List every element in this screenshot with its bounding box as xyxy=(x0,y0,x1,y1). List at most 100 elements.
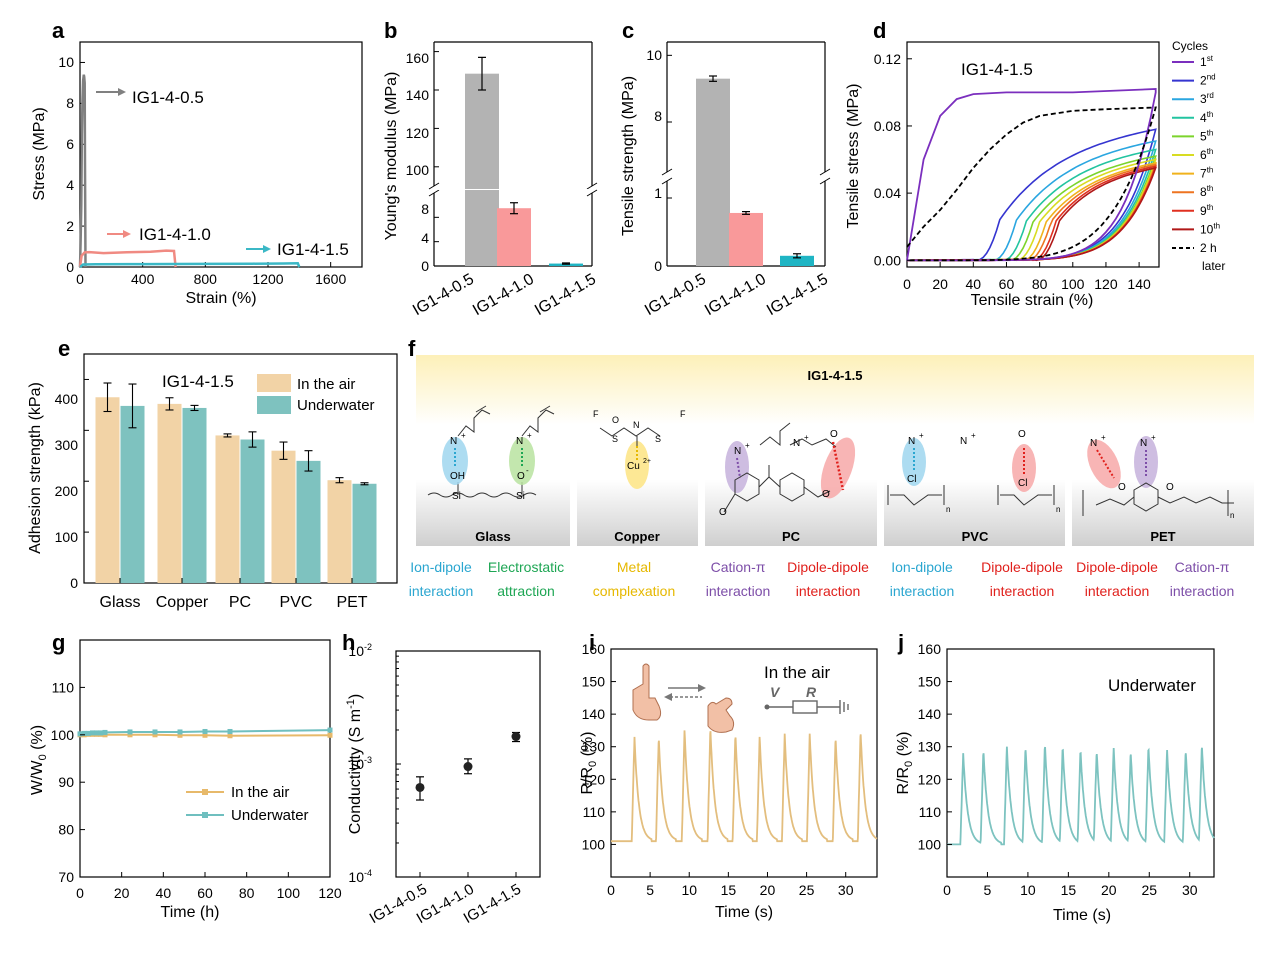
panel-f-caption-line2: interaction xyxy=(1170,583,1235,599)
panel-f-caption-line1: Cation-π xyxy=(711,559,766,575)
panel-j-x-tick: 0 xyxy=(943,882,951,898)
panel-e-bar-PVC-0 xyxy=(271,450,296,583)
substrate-pet xyxy=(1072,480,1254,546)
panel-g-y-tick: 70 xyxy=(58,869,74,885)
panel-g-marker xyxy=(77,731,83,737)
panel-b-break-gap xyxy=(435,189,591,190)
pc-o-atom: O xyxy=(830,429,838,440)
panel-h-y-label-main: Conductivity (S m xyxy=(347,709,364,834)
panel-e-bar-PC-1 xyxy=(240,439,265,583)
panel-a-arrowhead-1.5 xyxy=(263,245,271,253)
panel-c-x-tick: IG1-4-1.0 xyxy=(702,271,769,320)
panel-i-y-tick: 150 xyxy=(582,674,606,690)
panel-a-y-tick: 10 xyxy=(58,54,74,70)
pc-n-charge-2: + xyxy=(804,433,809,442)
panel-j-y-tick: 120 xyxy=(918,771,942,787)
finger-bending-illustration xyxy=(632,663,735,733)
panel-b-break-mark xyxy=(428,189,440,197)
panel-a-label-1.0: IG1-4-1.0 xyxy=(139,225,211,244)
panel-i-x-tick: 10 xyxy=(681,882,697,898)
pc-dipole-ellipse xyxy=(820,437,856,499)
panel-d-cyclic-loading-chart: IG1-4-1.5 Tensile strain (%) Tensile str… xyxy=(845,39,1225,309)
panel-i-x-tick: 30 xyxy=(838,882,854,898)
pvc-n-atom-2: N xyxy=(960,436,967,447)
panel-g-x-tick: 120 xyxy=(318,885,342,901)
panel-d-y-tick: 0.00 xyxy=(874,252,901,268)
panel-i-y-label-unit: (%) xyxy=(579,731,596,760)
panel-j-x-label: Time (s) xyxy=(1053,907,1111,924)
panel-h-y-label: Conductivity (S m-1) xyxy=(345,694,364,834)
panel-i-y-tick: 110 xyxy=(583,804,606,820)
panel-g-marker xyxy=(177,732,183,738)
pvc-n-charge-2: + xyxy=(971,431,976,440)
pc-n-charge: + xyxy=(745,441,750,450)
panel-label-a: a xyxy=(52,18,65,43)
panel-g-marker xyxy=(327,732,333,738)
panel-g-y-label-sub: 0 xyxy=(37,754,49,760)
panel-d-title: IG1-4-1.5 xyxy=(961,60,1033,79)
panel-d-x-tick: 60 xyxy=(999,276,1015,292)
panel-j-x-tick: 30 xyxy=(1182,882,1198,898)
panel-j-title: Underwater xyxy=(1108,676,1196,695)
glass-si-atom-2: Si xyxy=(516,491,525,502)
panel-g-legend-marker-water xyxy=(202,812,208,818)
copper-molecule xyxy=(599,427,661,446)
panel-f-schematic: IG1-4-1.5 Glass Copper PC PVC PET N + OH… xyxy=(409,355,1254,599)
panel-c-break-mark xyxy=(819,177,831,185)
panel-i-y-tick: 140 xyxy=(582,706,606,722)
pc-cation-pi-bond xyxy=(736,457,741,479)
panel-d-legend-label: 8th xyxy=(1200,184,1213,199)
panel-e-bar-Glass-0 xyxy=(95,397,120,583)
panel-h-y-tick-exp: -3 xyxy=(364,755,372,765)
copper-s-atom: S xyxy=(612,434,618,444)
panel-d-legend-label: 9th xyxy=(1200,203,1213,218)
panel-c-x-tick: IG1-4-0.5 xyxy=(642,271,709,320)
pet-n-charge: + xyxy=(1101,433,1106,442)
panel-a-series-0 xyxy=(78,74,87,268)
panel-a-arrowhead-0.5 xyxy=(118,88,126,96)
panel-b-x-tick: IG1-4-0.5 xyxy=(410,271,477,320)
panel-a-series-1 xyxy=(78,249,177,268)
panel-h-conductivity-chart: Conductivity (S m-1) 10-4 10-3 10-2 IG1-… xyxy=(345,642,541,927)
panel-b-break-mark xyxy=(586,182,598,190)
panel-e-bar-PET-1 xyxy=(352,483,377,583)
panel-h-y-tick-exp: -2 xyxy=(364,642,372,652)
panel-f-caption-line1: Ion-dipole xyxy=(410,559,472,575)
panel-g-legend-marker-air xyxy=(202,789,208,795)
finger-bent-icon xyxy=(707,697,735,733)
panel-a-x-tick: 1600 xyxy=(315,271,346,287)
panel-a-y-tick: 0 xyxy=(66,259,74,275)
panel-g-y-tick: 100 xyxy=(51,727,75,743)
panel-h-point-IG1-4-1.5 xyxy=(511,732,521,742)
panel-f-caption-line1: Metal xyxy=(617,559,651,575)
substrate-label-pvc: PVC xyxy=(962,529,989,544)
substrate-pvc xyxy=(884,480,1065,546)
pvc-n-atom: N xyxy=(908,436,915,447)
pvc-repeat-n: n xyxy=(946,505,950,514)
panel-h-y-label-sup: -1 xyxy=(345,699,357,709)
panel-d-legend-label: 1st xyxy=(1200,54,1214,69)
pvc-cl-atom-2: Cl xyxy=(1018,478,1027,489)
panel-g-x-tick: 40 xyxy=(156,885,172,901)
panel-a-y-tick: 8 xyxy=(66,95,74,111)
release-arrow-head xyxy=(664,693,672,701)
panel-f-title: IG1-4-1.5 xyxy=(808,368,863,383)
circuit-voltage-label: V xyxy=(770,684,781,700)
panel-j-y-label: R/R0 (%) xyxy=(895,731,915,794)
panel-d-cycle-1 xyxy=(906,88,1157,262)
panel-h-y-tick-base: 10 xyxy=(348,869,364,885)
panel-e-x-tick: PET xyxy=(336,594,367,611)
panel-g-legend-water: Underwater xyxy=(231,807,309,824)
panel-f-caption-line2: interaction xyxy=(706,583,771,599)
substrate-copper xyxy=(577,480,698,546)
panel-label-b: b xyxy=(384,18,397,43)
panel-e-bar-Copper-0 xyxy=(157,403,182,583)
panel-j-x-tick: 15 xyxy=(1061,882,1077,898)
circuit-diagram: V R xyxy=(764,684,849,714)
panel-c-x-tick: IG1-4-1.5 xyxy=(764,271,831,320)
pet-o-atom: O xyxy=(1118,482,1126,493)
panel-d-y-tick: 0.12 xyxy=(874,51,901,67)
panel-d-legend-suffix: th xyxy=(1207,110,1214,119)
panel-g-marker xyxy=(94,730,100,736)
panel-h-y-tick-base: 10 xyxy=(348,643,364,659)
